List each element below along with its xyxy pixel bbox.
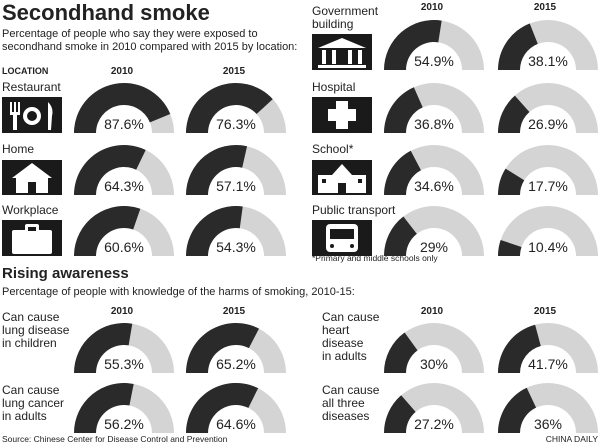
value-label: 87.6% — [104, 116, 144, 132]
government-icon — [312, 34, 372, 70]
value-label: 54.3% — [216, 239, 256, 255]
row-label: disease — [322, 336, 364, 350]
gauge-track — [384, 206, 484, 256]
gauge-value — [498, 95, 530, 133]
gauge-value — [498, 324, 541, 373]
gauge-value — [384, 87, 423, 133]
restaurant-icon — [2, 97, 62, 133]
value-label: 64.3% — [104, 178, 144, 194]
gauge-value — [384, 332, 418, 373]
year-header: 2015 — [534, 2, 557, 13]
year-header: 2015 — [534, 306, 557, 317]
row-label: in children — [2, 336, 57, 350]
gauge-value — [74, 323, 133, 373]
value-label: 26.9% — [528, 116, 568, 132]
gauge-value — [384, 395, 416, 433]
row-label: Hospital — [312, 80, 355, 94]
row-label: all three — [322, 396, 365, 410]
value-label: 17.7% — [528, 178, 568, 194]
value-label: 27.2% — [414, 416, 454, 432]
row-label: Home — [2, 142, 34, 156]
row-label: building — [312, 17, 353, 31]
source: Source: Chinese Center for Disease Contr… — [2, 434, 228, 444]
gauge-value — [498, 168, 525, 195]
row-label: diseases — [322, 409, 369, 423]
column-header: LOCATION — [2, 66, 48, 76]
gauge-value — [186, 382, 259, 433]
row-label: Public transport — [312, 203, 396, 217]
gauge-value — [186, 206, 243, 256]
value-label: 36% — [534, 416, 562, 432]
value-label: 64.6% — [216, 416, 256, 432]
year-header: 2010 — [111, 306, 134, 317]
row-label: Government — [312, 4, 379, 18]
gauge-track — [498, 83, 598, 133]
year-header: 2010 — [421, 306, 444, 317]
hospital-icon — [312, 97, 372, 133]
value-label: 30% — [420, 356, 448, 372]
gauge-track — [498, 145, 598, 195]
row-label: in adults — [322, 349, 367, 363]
value-label: 55.3% — [104, 356, 144, 372]
row-label: Can cause — [322, 383, 380, 397]
workplace-icon — [2, 220, 62, 256]
value-label: 54.9% — [414, 53, 454, 69]
gauge-track — [384, 383, 484, 433]
row-label: School* — [312, 142, 354, 156]
home-icon — [2, 160, 62, 195]
row-label: lung disease — [2, 323, 70, 337]
value-label: 10.4% — [528, 239, 568, 255]
gauge-value — [185, 83, 273, 133]
subtitle: secondhand smoke in 2010 compared with 2… — [2, 41, 297, 53]
row-label: Workplace — [2, 203, 59, 217]
value-label: 57.1% — [216, 178, 256, 194]
gauge-value — [498, 239, 522, 256]
value-label: 38.1% — [528, 53, 568, 69]
gauge-track — [384, 323, 484, 373]
row-label: heart — [322, 323, 350, 337]
value-label: 34.6% — [414, 178, 454, 194]
gauge-value — [384, 19, 442, 70]
row-label: Can cause — [2, 383, 60, 397]
year-header: 2010 — [421, 2, 444, 13]
footnote: *Primary and middle schools only — [312, 253, 438, 263]
value-label: 60.6% — [104, 239, 144, 255]
year-header: 2015 — [223, 306, 246, 317]
gauge-value — [186, 145, 248, 195]
row-label: Restaurant — [2, 80, 61, 94]
value-label: 29% — [420, 239, 448, 255]
row-label: lung cancer — [2, 396, 64, 410]
row-label: in adults — [2, 409, 47, 423]
credit: CHINA DAILY — [546, 434, 599, 444]
title: Secondhand smoke — [2, 0, 210, 25]
gauge-value — [384, 216, 417, 256]
section-title: Rising awareness — [2, 265, 129, 282]
subtitle: Percentage of people with knowledge of t… — [2, 286, 355, 298]
gauge-value — [498, 387, 537, 433]
bus-icon — [312, 220, 372, 256]
value-label: 36.8% — [414, 116, 454, 132]
row-label: Can cause — [322, 310, 380, 324]
gauge-value — [498, 23, 538, 70]
gauge-value — [74, 383, 134, 433]
year-header: 2015 — [223, 66, 246, 77]
year-header: 2010 — [111, 66, 134, 77]
gauge-value — [186, 323, 259, 373]
gauge-value — [384, 150, 421, 195]
subtitle: Percentage of people who say they were e… — [2, 28, 258, 40]
gauge-value — [74, 205, 141, 256]
gauge-track — [498, 206, 598, 256]
gauge-value — [74, 145, 146, 195]
value-label: 76.3% — [216, 116, 256, 132]
gauge-value — [74, 83, 171, 133]
school-icon — [312, 160, 372, 195]
value-label: 65.2% — [216, 356, 256, 372]
value-label: 41.7% — [528, 356, 568, 372]
value-label: 56.2% — [104, 416, 144, 432]
row-label: Can cause — [2, 310, 60, 324]
